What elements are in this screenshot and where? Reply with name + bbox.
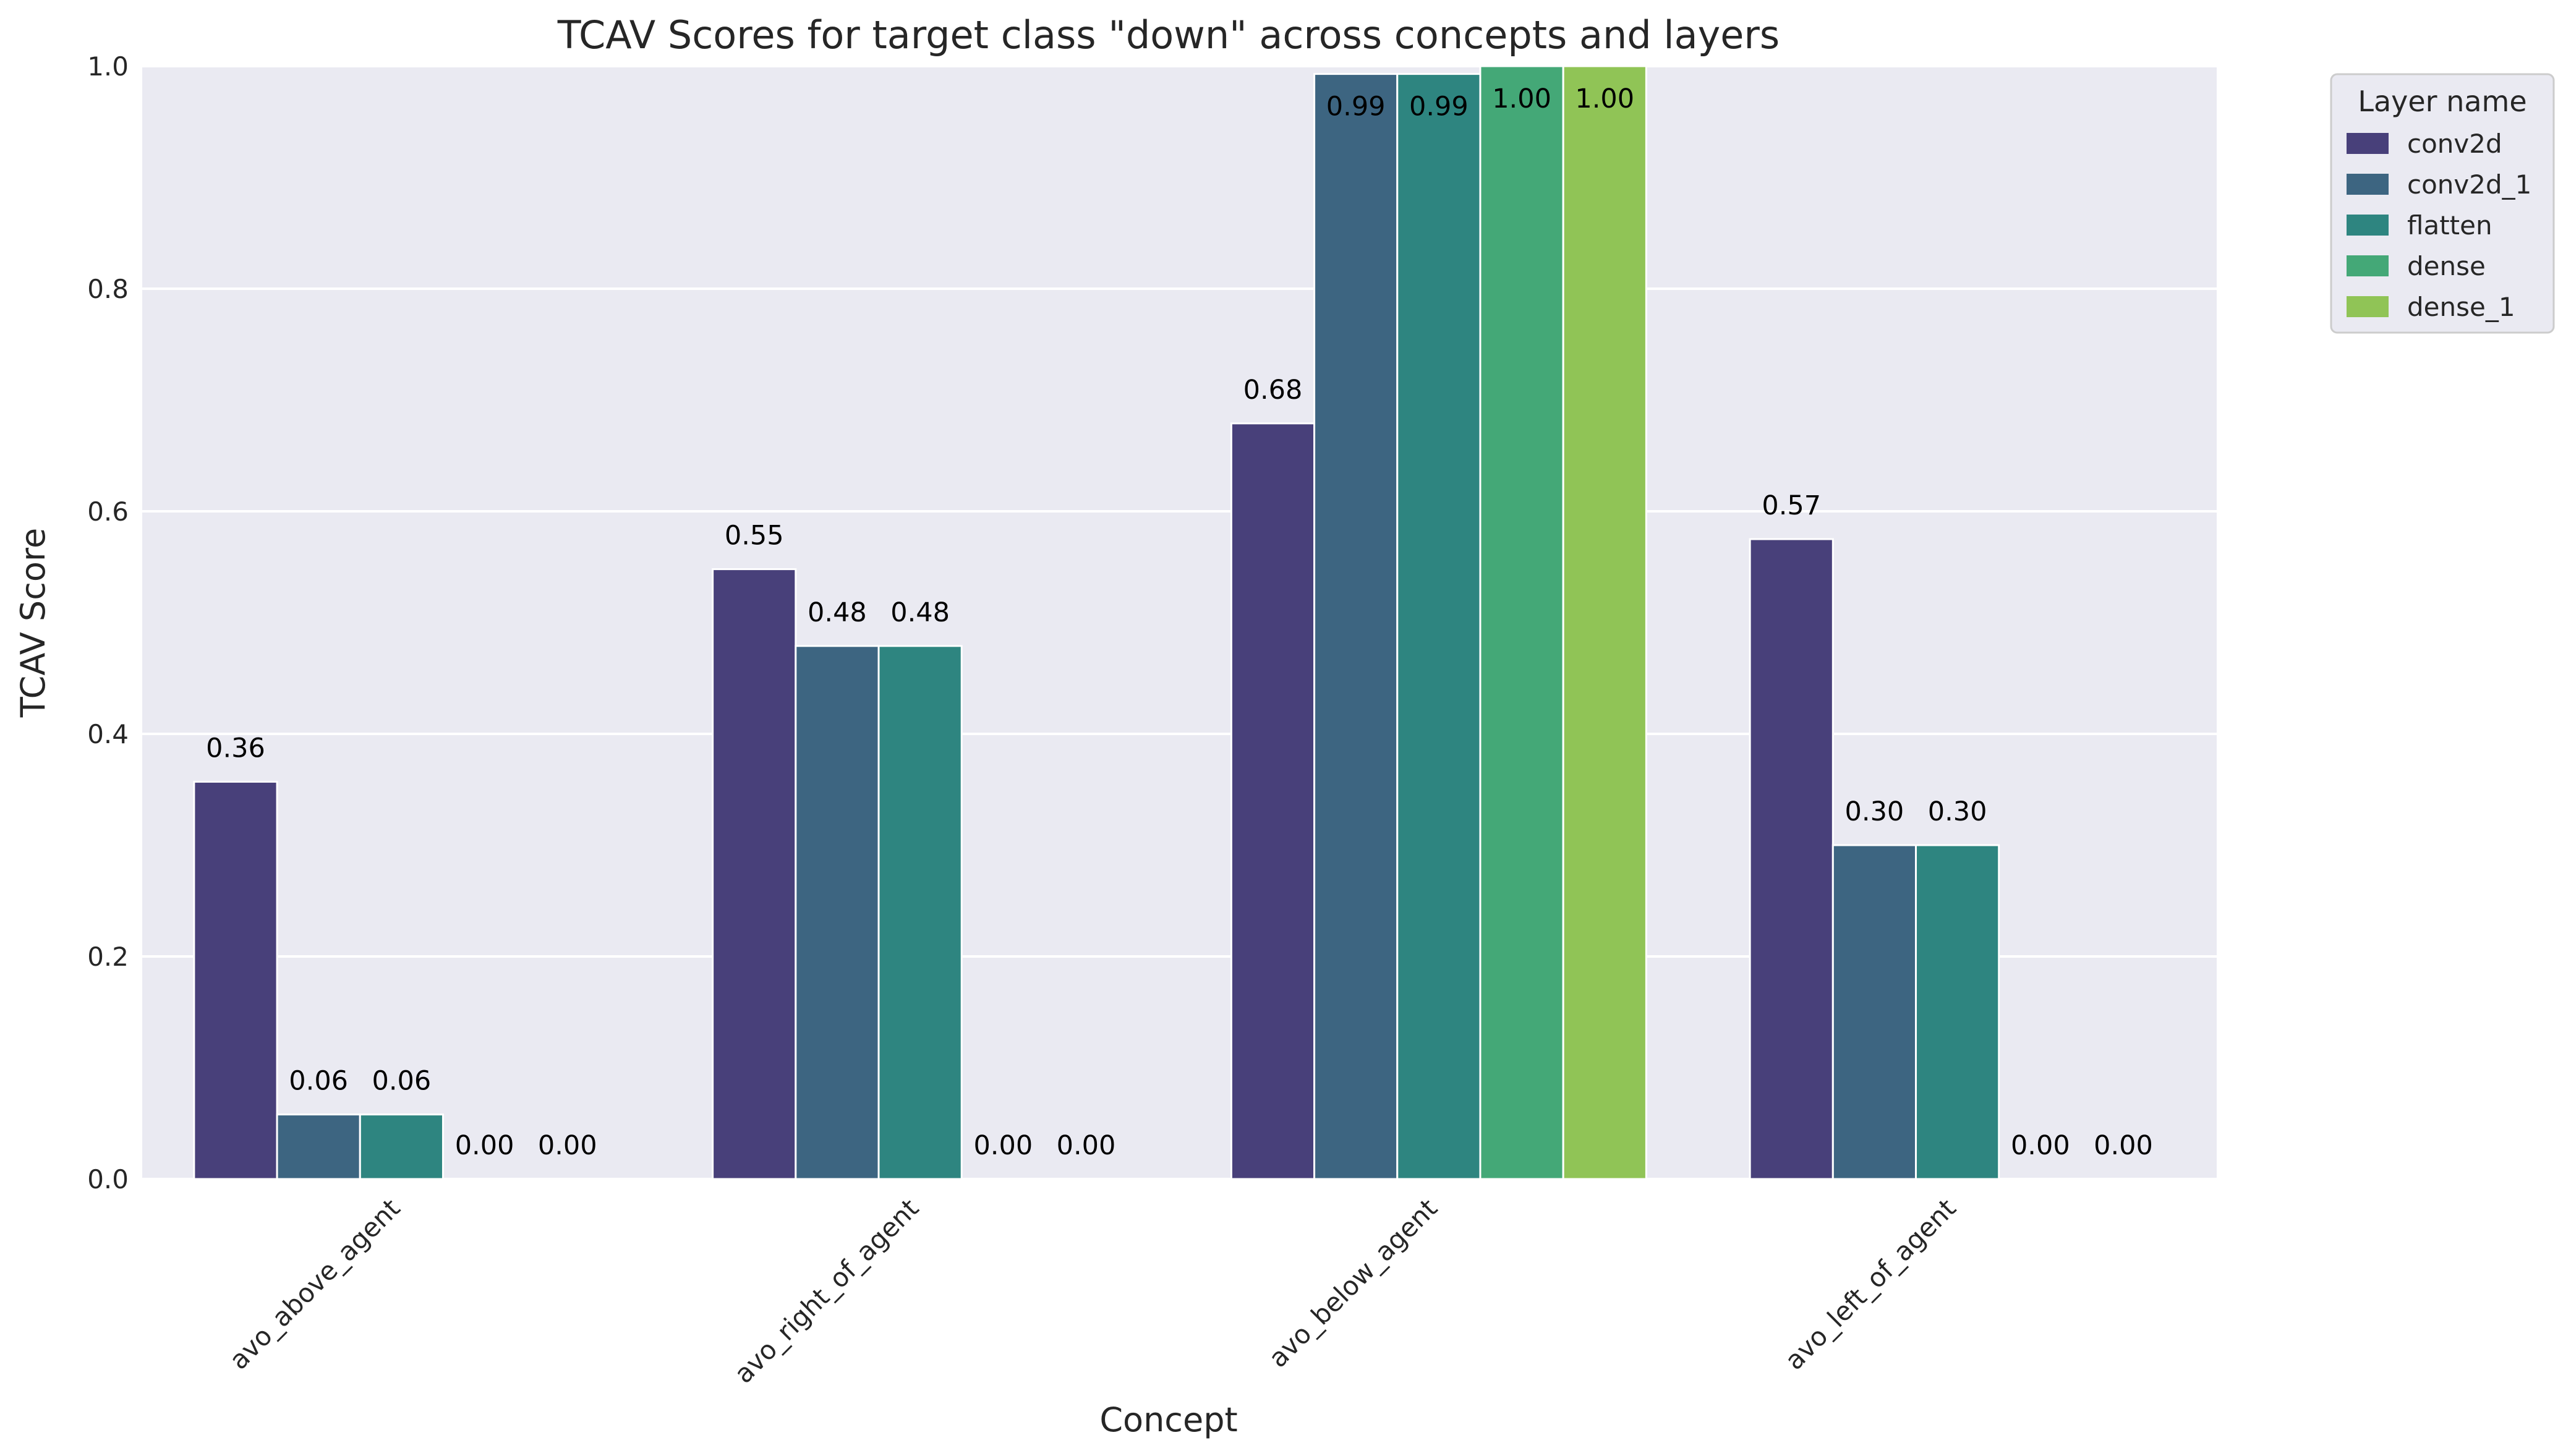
legend-label: flatten: [2407, 210, 2492, 241]
bar-value-label: 0.48: [890, 597, 950, 628]
bar: [1915, 844, 2000, 1180]
chart-title: TCAV Scores for target class "down" acro…: [557, 12, 1780, 57]
legend-swatch: [2347, 133, 2389, 154]
y-tick-label: 0.4: [87, 719, 129, 749]
bar-value-label: 0.99: [1326, 92, 1386, 122]
bar-value-label: 1.00: [1492, 83, 1551, 114]
x-axis-label: Concept: [1099, 1400, 1237, 1439]
bar-value-label: 0.48: [808, 597, 867, 628]
legend-swatch: [2347, 174, 2389, 195]
bars: [193, 65, 2000, 1180]
bar-value-label: 0.06: [372, 1066, 432, 1097]
bar: [1396, 73, 1482, 1180]
bar-value-label: 0.57: [1762, 490, 1821, 521]
bar-value-label: 0.00: [538, 1130, 597, 1161]
bar: [193, 780, 278, 1180]
bar-value-label: 0.00: [2094, 1130, 2153, 1161]
x-tick-label: avo_below_agent: [1263, 1193, 1443, 1373]
bar-value-label: 0.55: [725, 521, 784, 551]
legend-label: conv2d_1: [2407, 169, 2531, 200]
legend-label: dense: [2407, 251, 2486, 281]
legend-swatch: [2347, 255, 2389, 276]
y-tick-labels: 0.0 0.2 0.4 0.6 0.8 1.0: [87, 51, 129, 1194]
legend-swatch: [2347, 296, 2389, 317]
x-tick-label: avo_above_agent: [223, 1193, 406, 1375]
bar: [1479, 65, 1564, 1180]
bar-value-label: 0.36: [206, 733, 265, 764]
bar: [1562, 65, 1647, 1180]
bar: [1313, 73, 1399, 1180]
bar-value-label: 0.00: [1057, 1130, 1116, 1161]
bar: [1831, 844, 1917, 1180]
bar-value-label: 0.00: [973, 1130, 1033, 1161]
bar-value-label: 1.00: [1575, 83, 1634, 114]
bar: [712, 568, 797, 1180]
bar-value-label: 0.68: [1243, 375, 1303, 406]
bar: [276, 1113, 361, 1180]
bar-value-label: 0.00: [455, 1130, 514, 1161]
legend-label: dense_1: [2407, 292, 2515, 322]
y-axis-label: TCAV Score: [14, 528, 53, 718]
legend-title: Layer name: [2358, 85, 2526, 118]
bar-value-label: 0.30: [1928, 796, 1987, 827]
y-tick-label: 0.0: [87, 1164, 129, 1194]
bar: [877, 645, 963, 1180]
gridlines: [142, 65, 2217, 1180]
y-tick-label: 0.2: [87, 942, 129, 972]
bar: [1230, 422, 1316, 1180]
bar: [795, 645, 880, 1180]
x-tick-label: avo_right_of_agent: [728, 1193, 924, 1389]
bar: [359, 1113, 444, 1180]
x-tick-labels: avo_above_agent avo_right_of_agent avo_bel…: [223, 1193, 1961, 1389]
y-tick-label: 0.8: [87, 274, 129, 304]
bar: [1749, 538, 1834, 1180]
y-tick-label: 0.6: [87, 496, 129, 527]
bar-value-label: 0.99: [1409, 92, 1469, 122]
y-tick-label: 1.0: [87, 51, 129, 82]
legend-label: conv2d: [2407, 129, 2502, 159]
x-tick-label: avo_left_of_agent: [1779, 1193, 1962, 1376]
bar-value-label: 0.06: [289, 1066, 348, 1097]
legend-swatch: [2347, 215, 2389, 236]
bar-value-labels: 0.36 0.06 0.06 0.00 0.00 0.55 0.48 0.48 0.00 0.00…: [206, 83, 2153, 1161]
bar-value-label: 0.00: [2011, 1130, 2070, 1161]
bar-value-label: 0.30: [1845, 796, 1904, 827]
